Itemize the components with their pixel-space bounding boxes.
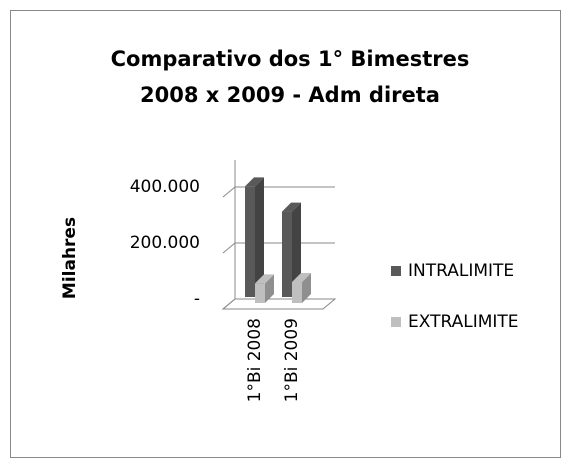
bar-side (292, 202, 301, 297)
bar-side (255, 177, 264, 297)
chart-title: Comparativo dos 1° Bimestres (111, 47, 470, 71)
bar-top (245, 177, 264, 187)
y-axis-label: Milahres (60, 217, 80, 299)
bar (245, 186, 255, 297)
grid-line (222, 242, 236, 254)
bar-top (292, 273, 311, 282)
bar-top (282, 202, 301, 212)
x-tick-label: 1°Bi 2009 (282, 318, 302, 402)
x-tick-label: 1°Bi 2008 (245, 318, 265, 402)
legend-swatch (391, 317, 401, 327)
bar (282, 211, 292, 297)
bar (255, 283, 265, 303)
legend-label: EXTRALIMITE (408, 312, 519, 332)
bar-side (302, 273, 311, 303)
bar-side (265, 274, 274, 303)
bar (292, 282, 302, 303)
y-tick-label: 400.000 (130, 177, 200, 197)
y-tick-label: 200.000 (130, 233, 200, 253)
grid-line (222, 298, 236, 310)
legend-swatch (391, 266, 401, 276)
grid-line (222, 186, 236, 198)
chart-title: 2008 x 2009 - Adm direta (140, 83, 440, 107)
bar-top (255, 274, 274, 284)
legend-label: INTRALIMITE (408, 261, 514, 281)
y-tick-label: - (194, 289, 200, 309)
